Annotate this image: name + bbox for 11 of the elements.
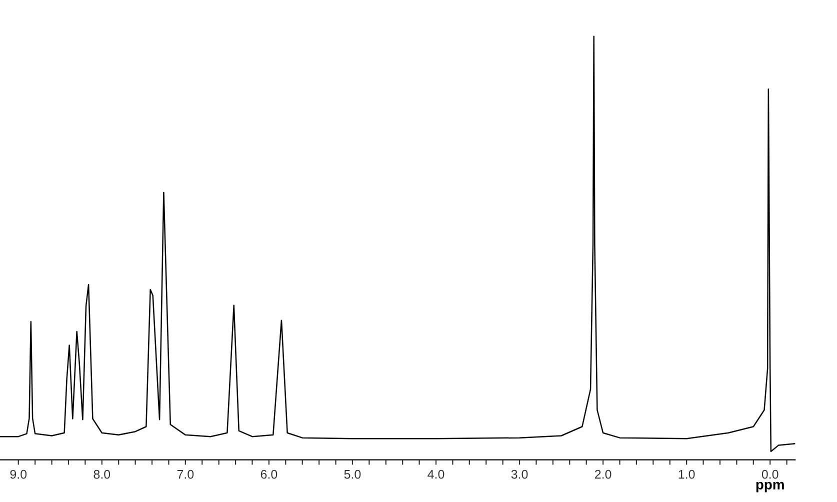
x-tick-label: 6.0 <box>260 470 278 479</box>
x-tick-label: 0.0 <box>762 470 778 479</box>
x-tick-label: 4.0 <box>428 470 444 479</box>
x-tick-label: 9.0 <box>10 470 27 479</box>
x-tick-label: 7.0 <box>177 470 194 479</box>
x-tick-label: 2.0 <box>594 470 612 479</box>
x-axis-title: ppm <box>756 482 784 492</box>
x-tick-label: 3.0 <box>511 470 528 479</box>
x-tick-label: 5.0 <box>344 470 361 479</box>
x-tick-label: 1.0 <box>678 470 695 479</box>
x-tick-label: 8.0 <box>94 470 110 479</box>
